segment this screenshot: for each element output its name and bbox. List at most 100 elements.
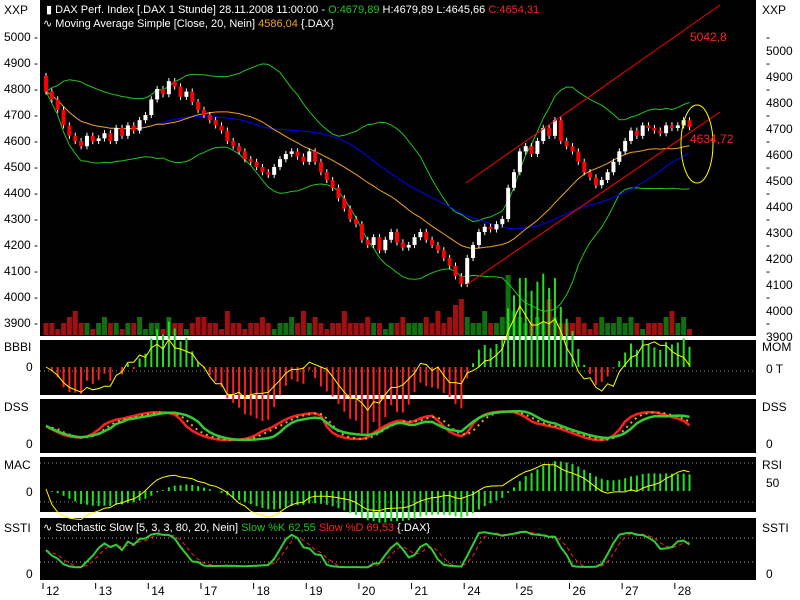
candle-body (196, 102, 201, 110)
volume-bar (125, 323, 131, 335)
volume-bar (295, 323, 301, 335)
candle-body (143, 115, 148, 121)
x-tick-label: 26 (572, 584, 586, 598)
stoch-suffix: {.DAX} (397, 522, 431, 534)
candle-body (488, 226, 493, 230)
ma-suffix: {.DAX} (300, 18, 334, 30)
y-tick-label: - 4900 (766, 56, 793, 84)
rsi-label: RSI (762, 458, 783, 472)
candle-body (617, 151, 622, 162)
y-tick-label: 4100 - (4, 264, 39, 278)
candle-body (570, 146, 575, 152)
volume-bar (277, 323, 283, 335)
volume-bar (616, 317, 622, 335)
candle-body (313, 151, 318, 162)
candle-body (576, 151, 581, 162)
x-tick-label: 28 (677, 584, 692, 598)
volume-bar (43, 323, 49, 335)
candle-icon: ▮ (46, 4, 53, 16)
candle-body (73, 135, 78, 141)
bbbi-zero: 0 (26, 360, 33, 374)
volume-bar (347, 323, 353, 335)
candle-body (400, 242, 405, 248)
candle-body (114, 128, 119, 141)
lower-channel-label: 4634,72 (690, 132, 734, 146)
ma-value: 4586,04 (258, 18, 298, 30)
dss-left-zero: 0 (26, 437, 33, 451)
candle-body (593, 177, 598, 186)
volume-bar (610, 323, 616, 335)
candle-body (301, 156, 306, 162)
volume-bar (230, 323, 236, 335)
candle-body (389, 232, 394, 240)
volume-bar (651, 323, 657, 335)
candle-body (412, 237, 417, 245)
ssti-left-label: SSTI (4, 521, 31, 535)
candle-body (430, 239, 435, 245)
volume-bar (201, 317, 207, 335)
volume-bar (464, 317, 470, 335)
volume-bar (353, 323, 359, 335)
candle-body (664, 125, 669, 134)
volume-bar (458, 299, 464, 335)
candle-body (354, 219, 359, 225)
candle-body (96, 138, 101, 141)
volume-bar (687, 329, 692, 335)
candle-body (120, 128, 125, 136)
upper-channel-line (465, 4, 721, 184)
volume-bar (312, 317, 318, 335)
candle-body (44, 76, 48, 92)
candle-body (658, 130, 663, 134)
y-tick-label: 5000 - (4, 30, 39, 44)
volume-bar (49, 323, 55, 335)
volume-bar (207, 323, 213, 335)
volume-bar (219, 329, 224, 335)
ssti-right-label: SSTI (762, 521, 789, 535)
volume-bar (318, 323, 324, 335)
volume-bar (189, 323, 195, 335)
volume-bar (183, 329, 189, 335)
dss-right-zero: 0 (766, 437, 773, 451)
y-tick-label: - 4400 (766, 186, 793, 214)
y-tick-label: - 4800 (766, 82, 793, 110)
candle-body (219, 125, 224, 131)
x-tick-label: 18 (256, 584, 270, 598)
candle-body (242, 151, 247, 160)
volume-bar (84, 323, 90, 335)
panel-0 (40, 0, 756, 336)
volume-bar (482, 311, 488, 335)
candle-body (166, 81, 171, 95)
line-icon: ∿ (43, 522, 53, 534)
volume-bar (148, 323, 154, 335)
candle-body (237, 146, 242, 152)
volume-bar (330, 323, 336, 335)
candle-body (342, 198, 347, 209)
mom-zero: 0 T (766, 362, 784, 376)
price-header: ▮ DAX Perf. Index [.DAX 1 Stunde] 28.11.… (46, 3, 539, 16)
y-tick-label: 4200 - (4, 238, 39, 252)
candle-body (552, 120, 557, 136)
volume-bar (131, 323, 137, 335)
candle-body (131, 125, 136, 131)
volume-bar (119, 329, 125, 335)
y-tick-label: 4500 - (4, 160, 39, 174)
candle-body (348, 208, 353, 219)
y-tick-label: - 4000 (766, 290, 793, 318)
volume-bar (359, 323, 365, 335)
volume-bar (66, 317, 72, 335)
high-value: H:4679,89 (382, 4, 434, 16)
candle-body (517, 151, 522, 173)
volume-bar (113, 323, 119, 335)
volume-bar (493, 323, 499, 335)
volume-bar (587, 329, 593, 335)
volume-bar (61, 323, 67, 335)
ma20-line (45, 91, 690, 250)
upper-channel-label: 5042,8 (690, 30, 727, 44)
dss-right-label: DSS (762, 400, 787, 414)
candle-body (646, 125, 651, 128)
candle-body (459, 276, 464, 284)
volume-bar (634, 323, 640, 335)
volume-bar (488, 323, 494, 335)
candle-body (675, 125, 680, 128)
